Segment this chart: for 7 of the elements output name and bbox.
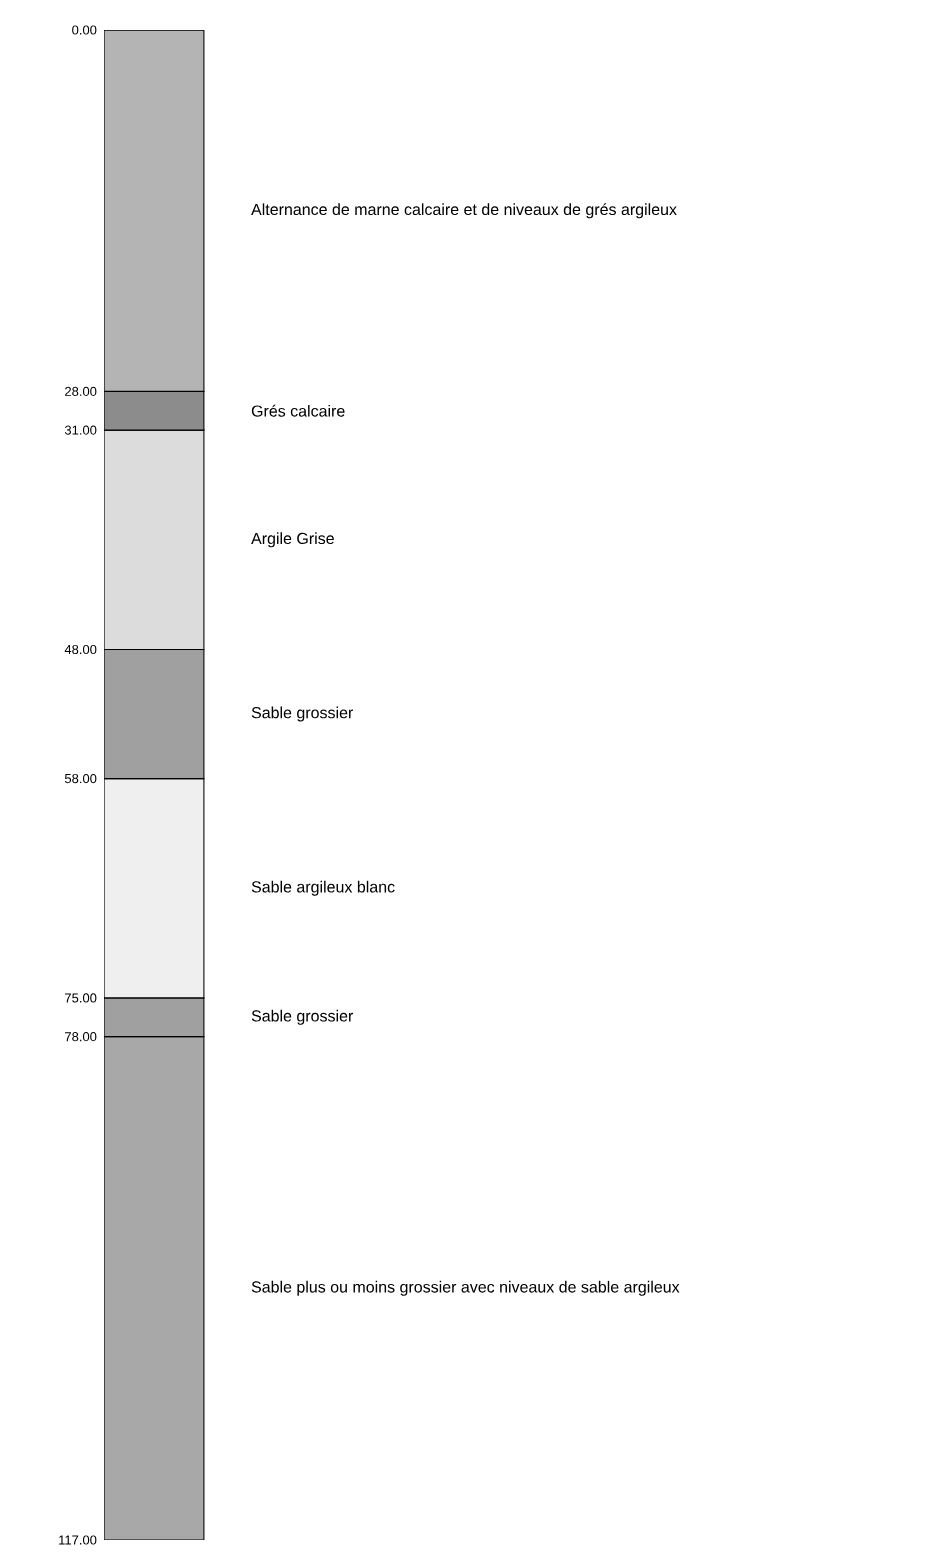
text: Grés calcaire [251,404,345,417]
text: Sable plus ou moins grossier avec niveaux de sable argileux [251,1280,680,1296]
text: Sable grossier [251,706,354,722]
text: Alternance de marne calcaire et de niveaux de grés argileux [251,203,677,219]
text: Argile Grise [251,532,334,548]
text: Sable grossier [251,1009,354,1025]
text: Sable argileux blanc [251,880,395,896]
